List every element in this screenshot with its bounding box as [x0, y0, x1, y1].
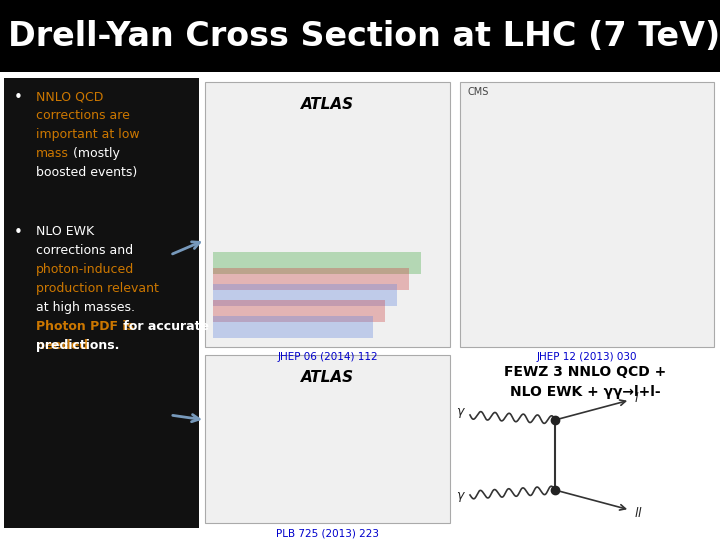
Text: •: •	[14, 90, 23, 105]
Text: predictions.: predictions.	[36, 339, 120, 352]
Text: Photon PDF is
needed: Photon PDF is needed	[36, 320, 134, 352]
Text: $\gamma$: $\gamma$	[456, 490, 466, 504]
Text: Drell-Yan Cross Section at LHC (7 TeV): Drell-Yan Cross Section at LHC (7 TeV)	[8, 19, 720, 52]
Text: photon-induced
production relevant: photon-induced production relevant	[36, 263, 159, 295]
Text: NLO EWK
corrections and: NLO EWK corrections and	[36, 225, 133, 257]
Text: $\gamma$: $\gamma$	[456, 406, 466, 420]
Text: mass: mass	[36, 147, 69, 160]
Text: NNLO QCD
corrections are
important at low: NNLO QCD corrections are important at lo…	[36, 90, 140, 141]
Text: PLB 725 (2013) 223: PLB 725 (2013) 223	[276, 528, 379, 538]
Bar	[205, 355, 450, 523]
Bar	[460, 82, 714, 347]
Text: FEWZ 3 NNLO QCD +: FEWZ 3 NNLO QCD +	[504, 365, 666, 379]
Bar	[213, 284, 397, 306]
Text: ATLAS: ATLAS	[301, 370, 354, 385]
Text: (mostly: (mostly	[69, 147, 120, 160]
Text: ATLAS: ATLAS	[301, 97, 354, 112]
Text: 15: 15	[700, 6, 716, 19]
Text: $ll$: $ll$	[634, 506, 643, 520]
Bar	[213, 316, 373, 338]
Text: $l$: $l$	[634, 391, 639, 405]
Text: JHEP 12 (2013) 030: JHEP 12 (2013) 030	[536, 352, 637, 362]
Text: •: •	[14, 225, 23, 240]
Text: boosted events): boosted events)	[36, 166, 138, 179]
Bar	[213, 252, 421, 274]
Text: CMS: CMS	[468, 87, 490, 97]
Bar	[213, 300, 385, 322]
Bar	[213, 268, 409, 290]
Text: NLO EWK + γγ→l+l-: NLO EWK + γγ→l+l-	[510, 385, 660, 399]
Text: for accurate: for accurate	[119, 320, 209, 333]
Bar	[4, 78, 199, 528]
Text: at high masses.: at high masses.	[36, 301, 135, 314]
Bar	[205, 82, 450, 347]
Text: JHEP 06 (2014) 112: JHEP 06 (2014) 112	[277, 352, 378, 362]
Bar	[0, 0, 720, 72]
